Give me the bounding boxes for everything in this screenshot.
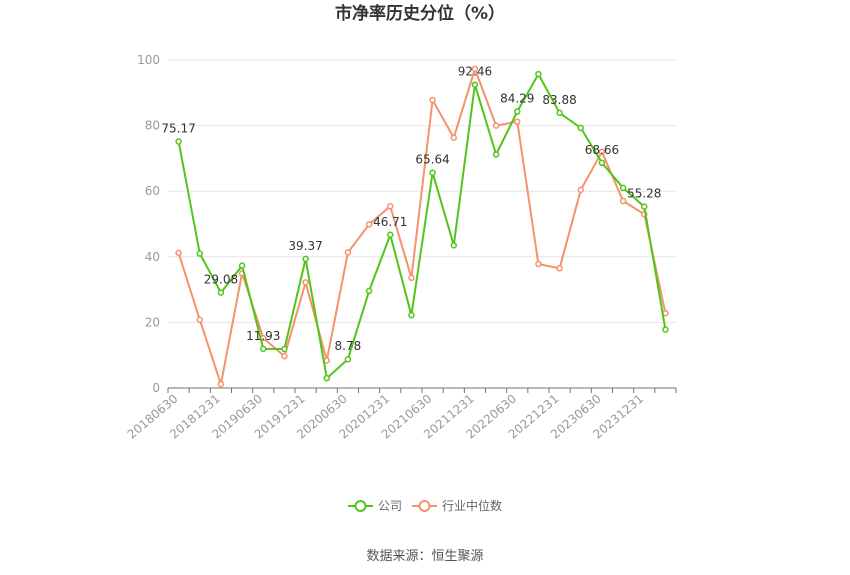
data-point [619, 197, 627, 205]
data-label: 68.66 [585, 143, 619, 157]
data-point [365, 221, 373, 228]
data-point [450, 242, 457, 249]
data-point [196, 250, 203, 257]
data-point [471, 81, 479, 88]
legend-label: 公司 [378, 499, 402, 513]
y-tick-label: 0 [152, 381, 160, 395]
data-point [408, 274, 415, 282]
data-point [429, 96, 436, 104]
data-point [281, 345, 288, 353]
data-point [535, 260, 542, 268]
y-tick-label: 60 [145, 184, 160, 198]
data-point [514, 118, 521, 125]
data-point [260, 345, 267, 353]
data-point [365, 287, 373, 295]
y-tick-label: 20 [145, 315, 160, 329]
data-point [492, 151, 500, 158]
data-point [535, 70, 542, 78]
y-axis: 0 20 40 60 80 100 [137, 53, 160, 395]
data-point [429, 169, 436, 176]
data-point [175, 138, 182, 145]
x-axis: 2018063020181231201906302019123120200630… [125, 387, 677, 442]
data-point [662, 326, 669, 333]
data-point [450, 134, 457, 141]
data-label: 84.29 [500, 92, 534, 106]
data-label: 46.71 [373, 215, 407, 229]
data-label: 55.28 [627, 187, 661, 201]
data-point [556, 265, 563, 272]
data-label: 65.64 [415, 153, 449, 167]
data-point [492, 122, 500, 129]
data-point [344, 249, 352, 256]
data-point [175, 249, 182, 257]
data-labels: 75.17 29.08 11.93 39.37 8.78 46.71 65.64 92.46 8… [161, 65, 661, 353]
data-point [514, 108, 521, 115]
data-point [238, 262, 246, 269]
legend-label: 行业中位数 [442, 498, 502, 513]
data-point [641, 203, 648, 210]
data-label: 83.88 [542, 93, 576, 107]
data-point [598, 159, 606, 167]
data-point [577, 124, 584, 132]
data-point [302, 255, 309, 263]
series-line [177, 73, 667, 380]
data-label: 92.46 [458, 65, 492, 79]
y-tick-label: 80 [145, 119, 160, 133]
data-label: 75.17 [161, 121, 195, 135]
legend-item[interactable]: 公司 [348, 499, 402, 513]
legend-marker [354, 500, 367, 512]
data-label: 39.37 [288, 239, 322, 253]
legend-marker [418, 500, 431, 512]
data-label: 8.78 [335, 339, 362, 353]
data-point [387, 203, 394, 210]
data-point [281, 352, 288, 360]
data-point [323, 357, 330, 364]
data-point [556, 109, 563, 117]
data-label: 29.08 [204, 273, 238, 287]
source-note: 数据来源：恒生聚源 [366, 549, 483, 564]
data-point [387, 231, 394, 239]
y-tick-label: 40 [145, 250, 160, 264]
data-point [344, 355, 352, 363]
data-point [598, 148, 606, 156]
legend-item[interactable]: 行业中位数 [412, 498, 502, 513]
data-point [471, 65, 479, 73]
data-point [577, 186, 584, 194]
series-line [177, 67, 667, 386]
data-point [323, 374, 330, 382]
chart-title: 市净率历史分位（%） [335, 3, 505, 24]
data-label: 11.93 [246, 329, 280, 343]
legend[interactable]: 公司 行业中位数 [348, 498, 502, 513]
data-point [619, 184, 627, 192]
data-point [408, 311, 415, 319]
data-point [217, 289, 225, 296]
data-point [217, 380, 225, 388]
data-point [302, 279, 309, 286]
data-point [196, 316, 203, 324]
y-tick-label: 100 [137, 53, 160, 67]
series-layer [175, 65, 669, 388]
